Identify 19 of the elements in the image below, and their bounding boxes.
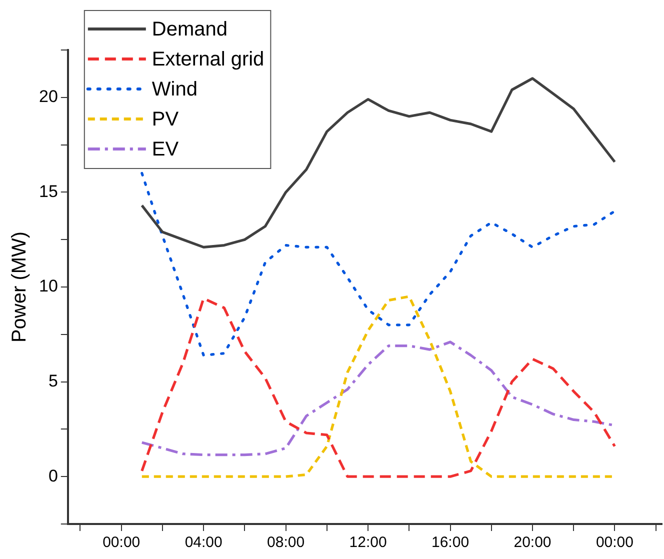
legend-label: Wind	[152, 78, 198, 101]
line-series	[140, 172, 616, 357]
x-tick-label: 16:00	[431, 534, 470, 552]
x-tick-label: 04:00	[184, 534, 222, 552]
x-tick-label: 20:00	[514, 534, 552, 552]
legend-label: EV	[152, 138, 180, 161]
legend-label: External grid	[152, 48, 264, 71]
y-tick-label: 10	[38, 276, 58, 296]
y-tick-label: 0	[48, 466, 58, 486]
y-tick-label: 5	[48, 371, 58, 390]
x-tick-label: 00:00	[102, 534, 140, 552]
y-tick-label: 15	[38, 182, 58, 201]
legend-label: PV	[152, 108, 180, 131]
x-tick-label: 12:00	[349, 534, 387, 552]
x-tick-label: 00:00	[596, 534, 634, 552]
x-tick-label: 08:00	[267, 534, 305, 552]
y-axis-title: Power (MW)	[8, 231, 31, 343]
legend-label: Demand	[152, 18, 228, 41]
y-tick-label: 20	[38, 87, 58, 106]
